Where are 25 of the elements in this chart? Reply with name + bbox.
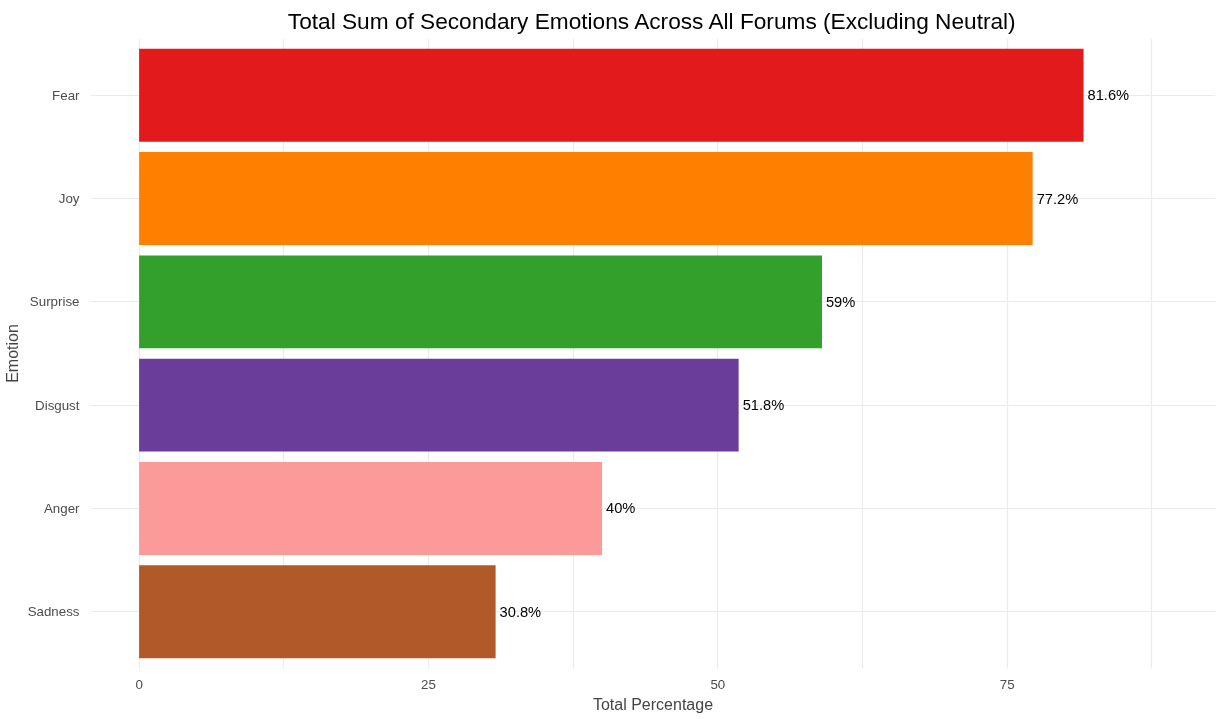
x-tick-label: 25 [421, 676, 436, 692]
data-label: 40% [606, 500, 636, 517]
data-label: 51.8% [742, 397, 785, 414]
y-tick-label: Disgust [35, 397, 80, 413]
x-tick-label: 75 [999, 676, 1015, 692]
bar [139, 152, 1033, 246]
y-tick-label: Anger [43, 500, 81, 516]
y-tick-label: Joy [58, 191, 80, 207]
x-tick-label: 50 [710, 676, 726, 692]
x-axis-title: Total Percentage [592, 695, 714, 713]
bar [139, 461, 603, 555]
bar [139, 48, 1084, 142]
chart-title: Total Sum of Secondary Emotions Across All Forums (Excluding Neutral) [287, 7, 1016, 34]
y-axis-title: Emotion [3, 324, 21, 383]
bar [139, 255, 822, 349]
y-tick-label: Sadness [27, 604, 80, 620]
y-tick-label: Surprise [29, 294, 80, 310]
data-label: 77.2% [1036, 190, 1079, 207]
bar [139, 358, 739, 452]
y-tick-label: Fear [52, 87, 81, 103]
data-label: 30.8% [499, 603, 542, 620]
x-tick-label: 0 [135, 676, 143, 692]
data-label: 59% [825, 293, 856, 310]
data-label: 81.6% [1087, 87, 1130, 104]
bar [139, 565, 496, 659]
